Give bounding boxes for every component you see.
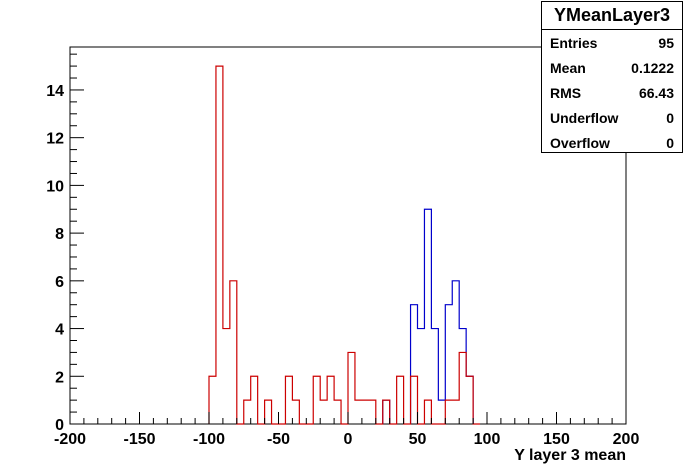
stats-label: Overflow: [550, 134, 610, 151]
x-tick-label: -200: [54, 431, 86, 448]
stats-row-underflow: Underflow 0: [542, 105, 682, 130]
x-tick-label: 0: [344, 431, 353, 448]
y-tick-label: 0: [55, 417, 64, 434]
stats-value: 0: [666, 134, 674, 151]
stats-value: 95: [658, 34, 674, 51]
stats-value: 66.43: [638, 84, 674, 101]
x-tick-label: 200: [613, 431, 640, 448]
stats-value: 0: [666, 109, 674, 126]
y-tick-label: 4: [55, 322, 64, 339]
series-1-histogram: [208, 65, 481, 425]
y-tick-label: 12: [46, 131, 64, 148]
stats-row-rms: RMS 66.43: [542, 80, 682, 105]
stats-row-entries: Entries 95: [542, 30, 682, 55]
y-tick-label: 6: [55, 274, 64, 291]
x-tick-label: 150: [543, 431, 570, 448]
stats-box: YMeanLayer3 Entries 95 Mean 0.1222 RMS 66.43 U…: [541, 1, 683, 153]
x-tick-label: -50: [267, 431, 290, 448]
stats-value: 0.1222: [631, 59, 674, 76]
stats-title: YMeanLayer3: [542, 2, 682, 30]
y-tick-label: 2: [55, 369, 64, 386]
stats-label: RMS: [550, 84, 582, 101]
x-tick-label: 50: [409, 431, 427, 448]
stats-label: Mean: [550, 59, 586, 76]
y-tick-label: 14: [46, 83, 64, 100]
y-tick-label: 10: [46, 178, 64, 195]
stats-row-mean: Mean 0.1222: [542, 55, 682, 80]
x-tick-label: -100: [193, 431, 225, 448]
y-tick-label: 8: [55, 226, 64, 243]
stats-label: Underflow: [550, 109, 619, 126]
stats-label: Entries: [550, 34, 598, 51]
x-tick-label: 100: [474, 431, 501, 448]
stats-row-overflow: Overflow 0: [542, 130, 682, 155]
x-tick-label: -150: [123, 431, 155, 448]
x-axis-label: Y layer 3 mean: [514, 447, 626, 464]
